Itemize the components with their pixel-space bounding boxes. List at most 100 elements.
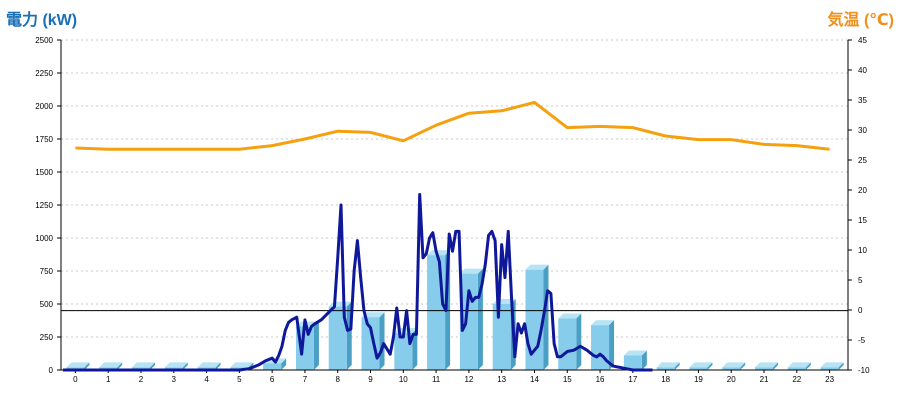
bar-top <box>755 362 779 368</box>
x-tick-label: 11 <box>432 375 441 384</box>
bar <box>656 367 675 370</box>
bar <box>755 367 774 370</box>
bar <box>787 367 806 370</box>
left-tick-label: 2250 <box>35 69 53 78</box>
right-tick-label: 25 <box>858 156 867 165</box>
left-tick-label: 2500 <box>35 36 53 45</box>
left-tick-label: 1500 <box>35 168 53 177</box>
bar-top <box>820 362 844 368</box>
right-tick-label: 30 <box>858 126 867 135</box>
bar-side <box>674 362 680 370</box>
x-tick-label: 18 <box>661 375 670 384</box>
x-tick-label: 1 <box>106 375 111 384</box>
temperature-line <box>75 100 830 151</box>
right-tick-label: 40 <box>858 66 867 75</box>
bar <box>722 367 741 370</box>
bar-top <box>427 250 451 256</box>
x-tick-label: 8 <box>336 375 341 384</box>
left-axis-title: 電力 (kW) <box>6 12 78 29</box>
bar-side <box>412 328 418 370</box>
bar <box>492 304 511 370</box>
bar-top <box>787 362 811 368</box>
x-tick-label: 23 <box>825 375 834 384</box>
bar-side <box>641 350 647 370</box>
bar-top <box>197 362 221 368</box>
bar-top <box>131 362 155 368</box>
bar-side <box>773 362 779 370</box>
bar <box>689 367 708 370</box>
bar-side <box>281 358 287 370</box>
x-tick-label: 20 <box>727 375 736 384</box>
x-tick-label: 5 <box>237 375 242 384</box>
x-tick-label: 19 <box>694 375 703 384</box>
bar-side <box>149 362 155 370</box>
bar <box>361 317 380 370</box>
bar-top <box>66 362 90 368</box>
bar <box>525 269 544 370</box>
x-tick-label: 7 <box>303 375 308 384</box>
bar-top <box>361 312 385 318</box>
x-tick-label: 15 <box>563 375 572 384</box>
right-tick-label: 15 <box>858 216 867 225</box>
left-tick-label: 1000 <box>35 234 53 243</box>
bar-side <box>84 362 90 370</box>
bar-top <box>656 362 680 368</box>
bar-side <box>609 320 615 370</box>
bar-top <box>623 350 647 356</box>
bar-side <box>182 362 188 370</box>
x-tick-label: 22 <box>792 375 801 384</box>
x-tick-label: 6 <box>270 375 275 384</box>
x-tick-label: 21 <box>760 375 769 384</box>
x-tick-label: 0 <box>73 375 78 384</box>
bar-top <box>99 362 123 368</box>
right-tick-label: -10 <box>858 366 870 375</box>
right-tick-label: 45 <box>858 36 867 45</box>
left-tick-label: 1250 <box>35 201 53 210</box>
bar <box>263 363 282 370</box>
bar-top <box>459 268 483 274</box>
bar-side <box>707 362 713 370</box>
x-tick-label: 12 <box>464 375 473 384</box>
right-tick-label: 35 <box>858 96 867 105</box>
bar-top <box>164 362 188 368</box>
left-tick-label: 0 <box>49 366 54 375</box>
x-tick-label: 16 <box>596 375 605 384</box>
right-tick-label: 20 <box>858 186 867 195</box>
x-tick-label: 10 <box>399 375 408 384</box>
bar <box>394 333 413 370</box>
bar-side <box>117 362 123 370</box>
bar <box>328 306 347 370</box>
x-tick-label: 9 <box>368 375 373 384</box>
bar-side <box>313 321 319 370</box>
power-line <box>239 192 653 372</box>
left-tick-label: 2000 <box>35 102 53 111</box>
left-tick-label: 250 <box>40 333 54 342</box>
left-tick-label: 500 <box>40 300 54 309</box>
right-axis-title: 気温 (℃) <box>827 12 894 29</box>
bar-top <box>689 362 713 368</box>
bar-top <box>230 362 254 368</box>
x-tick-label: 14 <box>530 375 539 384</box>
bar <box>623 355 642 370</box>
bar-top <box>525 264 549 270</box>
left-tick-label: 750 <box>40 267 54 276</box>
x-tick-label: 3 <box>172 375 177 384</box>
right-tick-label: 5 <box>858 276 863 285</box>
bar <box>558 318 577 370</box>
bar-top <box>722 362 746 368</box>
left-tick-label: 1750 <box>35 135 53 144</box>
x-tick-label: 13 <box>497 375 506 384</box>
bar <box>820 367 839 370</box>
bar <box>591 325 610 370</box>
right-tick-label: 10 <box>858 246 867 255</box>
bar-side <box>379 312 385 370</box>
bar-top <box>591 320 615 326</box>
bar <box>427 255 446 370</box>
right-tick-label: 0 <box>858 306 863 315</box>
x-tick-label: 2 <box>139 375 144 384</box>
bar-side <box>215 362 221 370</box>
right-tick-label: -5 <box>858 336 866 345</box>
bar-top <box>558 313 582 319</box>
x-tick-label: 4 <box>204 375 209 384</box>
